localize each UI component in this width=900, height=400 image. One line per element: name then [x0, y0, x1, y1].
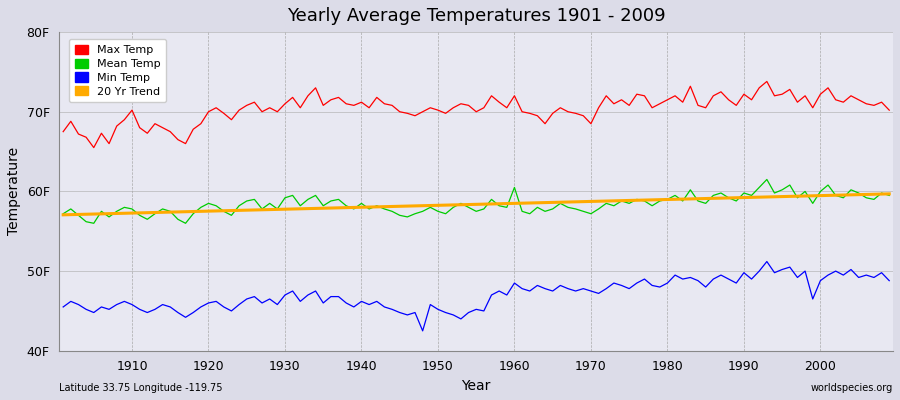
X-axis label: Year: Year	[462, 379, 490, 393]
Text: worldspecies.org: worldspecies.org	[811, 383, 893, 393]
Legend: Max Temp, Mean Temp, Min Temp, 20 Yr Trend: Max Temp, Mean Temp, Min Temp, 20 Yr Tre…	[69, 39, 166, 102]
Title: Yearly Average Temperatures 1901 - 2009: Yearly Average Temperatures 1901 - 2009	[287, 7, 665, 25]
Y-axis label: Temperature: Temperature	[7, 147, 21, 236]
Text: Latitude 33.75 Longitude -119.75: Latitude 33.75 Longitude -119.75	[59, 383, 223, 393]
